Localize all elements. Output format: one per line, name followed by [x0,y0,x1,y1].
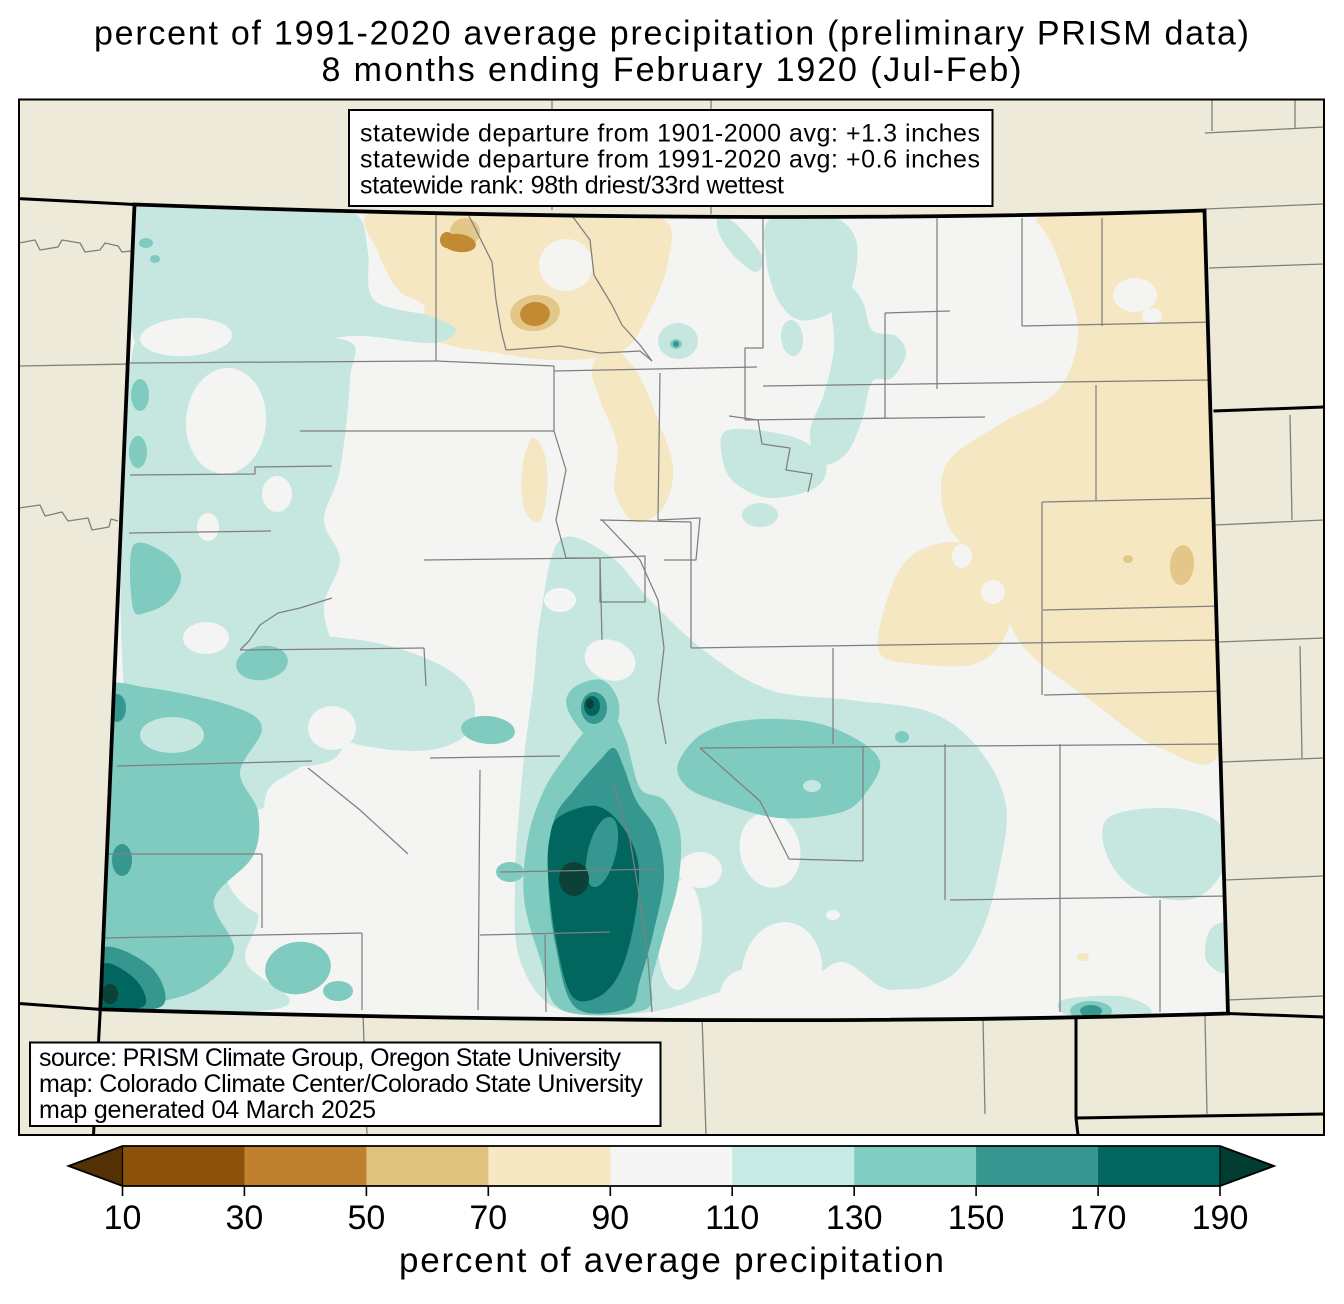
svg-text:percent of average precipitati: percent of average precipitation [399,1241,944,1280]
svg-text:90: 90 [591,1199,629,1237]
svg-text:map: Colorado Climate Center/C: map: Colorado Climate Center/Colorado St… [39,1070,644,1098]
svg-text:110: 110 [705,1199,759,1237]
svg-text:statewide rank: 98th driest/33: statewide rank: 98th driest/33rd wettest [360,172,784,200]
svg-text:170: 170 [1070,1199,1127,1237]
svg-text:source: PRISM Climate Group, O: source: PRISM Climate Group, Oregon Stat… [39,1044,622,1072]
svg-text:statewide departure from 1901-: statewide departure from 1901-2000 avg: … [360,120,980,148]
svg-text:percent of 1991-2020 average p: percent of 1991-2020 average precipitati… [94,15,1249,53]
svg-text:130: 130 [826,1199,883,1237]
svg-text:50: 50 [347,1199,385,1237]
svg-text:8 months ending February 1920: 8 months ending February 1920 (Jul-Feb) [322,51,1022,89]
svg-text:150: 150 [948,1199,1005,1237]
svg-text:30: 30 [225,1199,263,1237]
svg-text:10: 10 [104,1199,142,1237]
svg-text:70: 70 [469,1199,507,1237]
svg-text:map generated 04 March 2025: map generated 04 March 2025 [39,1096,376,1124]
svg-text:190: 190 [1192,1199,1249,1237]
svg-text:statewide departure from 1991-: statewide departure from 1991-2020 avg: … [360,146,980,174]
